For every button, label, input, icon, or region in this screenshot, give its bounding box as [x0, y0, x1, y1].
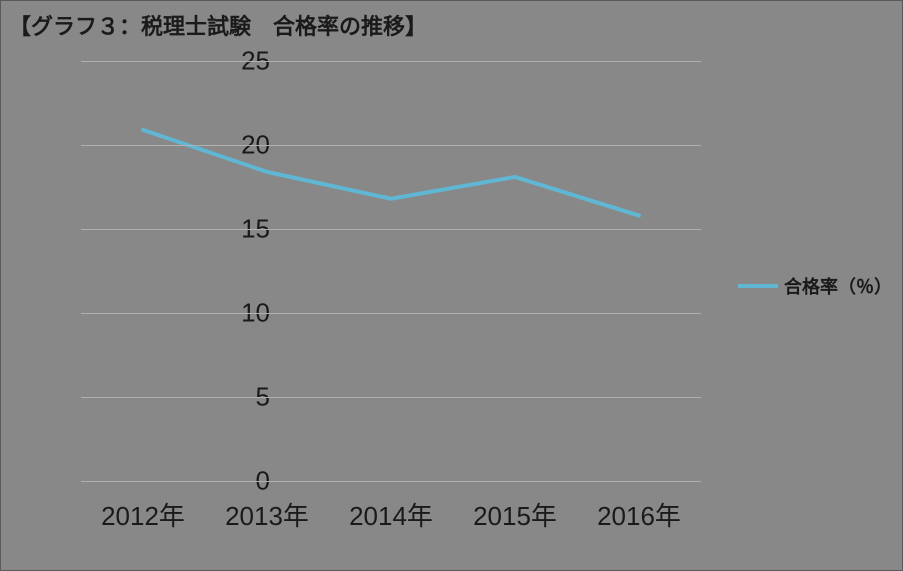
gridline: [81, 61, 701, 62]
line-series-svg: [81, 61, 701, 481]
chart-frame: 【グラフ３：税理士試験 合格率の推移】 0510152025 2012年2013…: [0, 0, 903, 571]
x-tick-label: 2014年: [331, 496, 451, 533]
gridline: [81, 145, 701, 146]
legend: 合格率（％）: [738, 273, 892, 299]
x-tick-label: 2015年: [455, 496, 575, 533]
x-tick-label: 2013年: [207, 496, 327, 533]
legend-swatch: [738, 284, 778, 288]
gridline: [81, 481, 701, 482]
gridline: [81, 229, 701, 230]
x-tick-label: 2012年: [83, 496, 203, 533]
gridline: [81, 313, 701, 314]
chart-title: 【グラフ３：税理士試験 合格率の推移】: [9, 9, 427, 41]
plot-area: [81, 61, 701, 481]
gridline: [81, 397, 701, 398]
x-tick-label: 2016年: [579, 496, 699, 533]
legend-label: 合格率（％）: [784, 273, 892, 299]
